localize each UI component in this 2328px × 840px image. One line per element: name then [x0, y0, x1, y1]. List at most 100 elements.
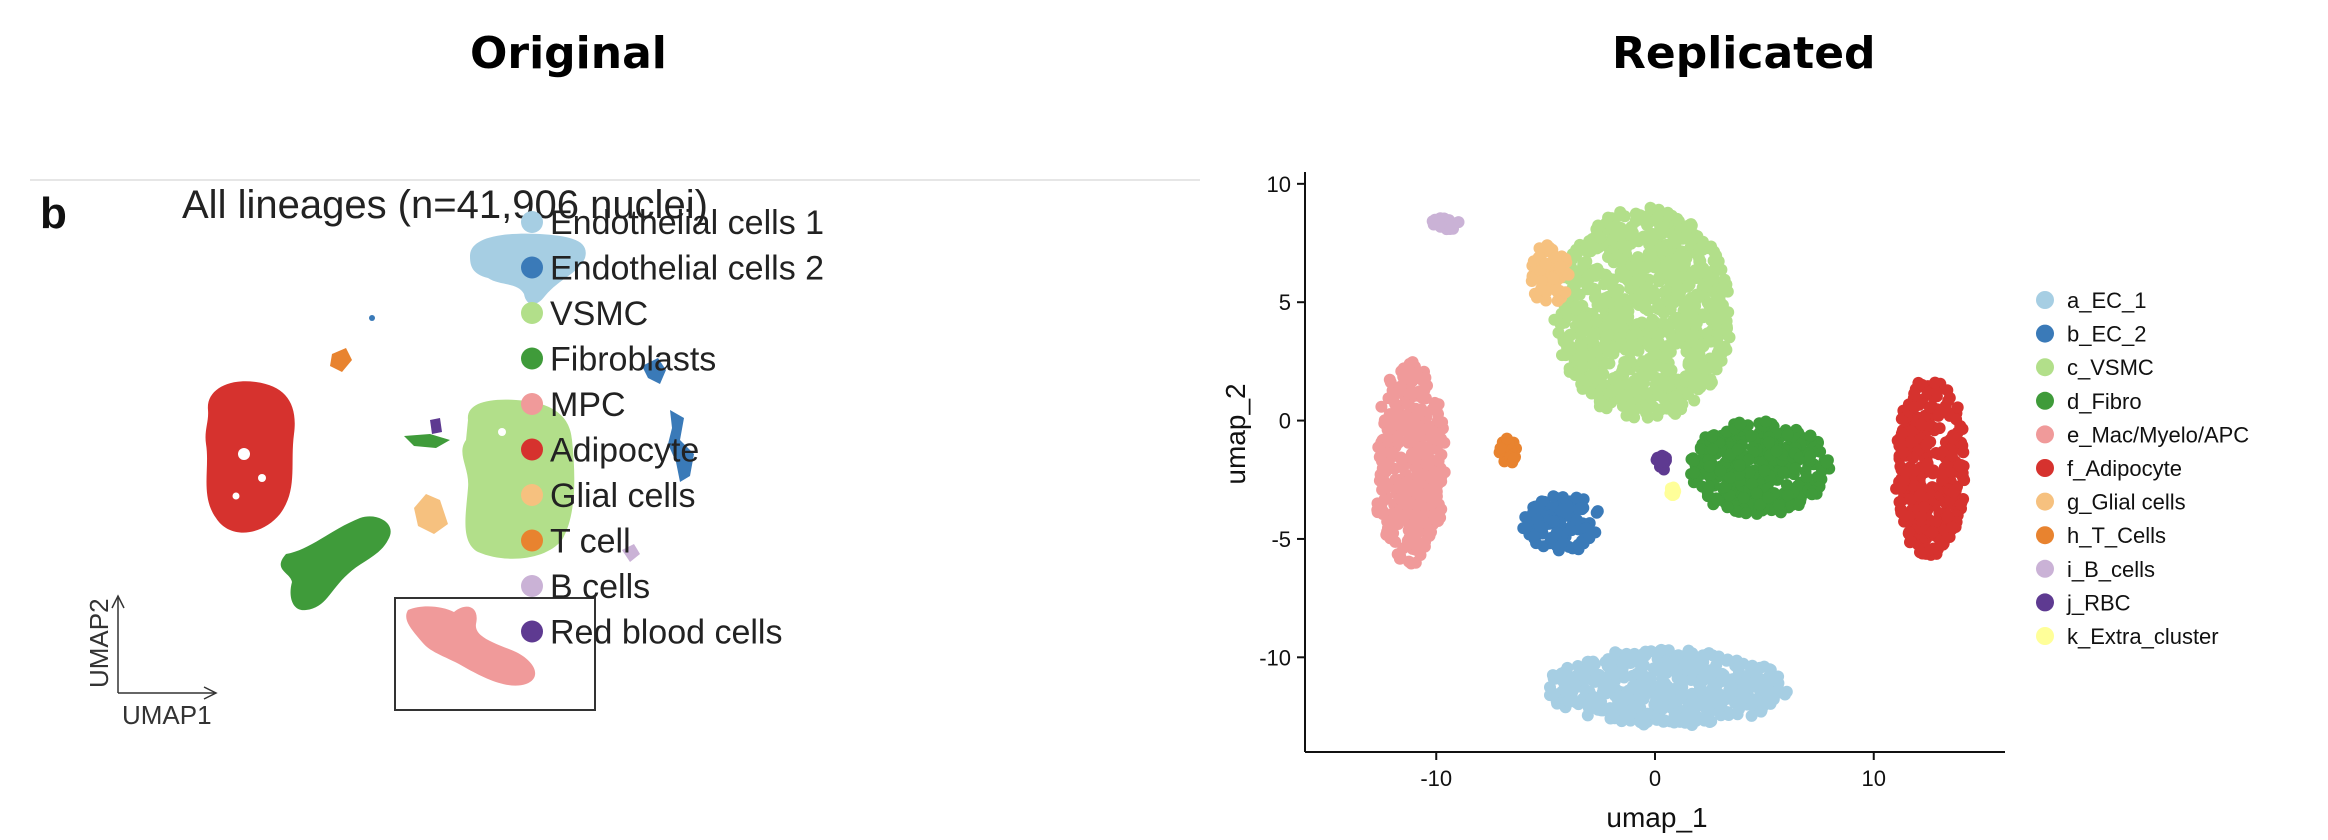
cluster-point: [1631, 656, 1644, 669]
cluster-point: [1941, 511, 1954, 524]
cluster-point: [1733, 459, 1746, 472]
legend-swatch-i-b-cells: [2036, 559, 2054, 578]
cluster-point: [1682, 646, 1695, 659]
cluster-point: [1616, 400, 1629, 412]
cluster-point: [1390, 403, 1403, 415]
cluster-point: [1601, 296, 1614, 308]
cluster-point: [1668, 232, 1681, 245]
cluster-point: [1800, 471, 1813, 483]
cluster-point: [1926, 526, 1939, 539]
cluster-point: [1654, 455, 1667, 468]
cluster-point: [1656, 243, 1669, 256]
cluster-point: [1740, 507, 1752, 520]
cluster-point: [1589, 287, 1602, 300]
x-tick-label: 0: [1649, 766, 1661, 791]
cluster-point: [1403, 531, 1416, 544]
cluster-point: [1640, 406, 1652, 419]
x-tick-label: 10: [1862, 766, 1886, 791]
legend-label-b-cells: B cells: [550, 568, 650, 606]
cluster-point: [1642, 304, 1655, 317]
cluster-point: [1609, 668, 1622, 681]
cluster-point: [1373, 441, 1386, 454]
cluster-point: [1792, 499, 1805, 511]
cluster-point: [1563, 365, 1576, 378]
cluster-point: [1706, 430, 1718, 443]
cluster-point: [1649, 347, 1662, 360]
cluster-point: [1609, 227, 1622, 240]
legend-label-endothelial-cells-2: Endothelial cells 2: [550, 250, 824, 288]
cluster-point: [1406, 420, 1419, 433]
cluster-point: [1631, 699, 1644, 712]
cluster-point: [1924, 543, 1936, 556]
cluster-point: [1675, 403, 1688, 416]
cluster-point: [1685, 674, 1698, 686]
cluster-point: [1731, 443, 1744, 456]
legend-swatch-t-cell: [521, 529, 543, 552]
cluster-point: [1539, 294, 1552, 307]
cluster-point: [1641, 219, 1654, 232]
legend-label-glial-cells: Glial cells: [550, 477, 695, 515]
cluster-point: [1705, 667, 1718, 680]
cluster-point: [1376, 463, 1389, 476]
panel-title: All lineages (n=41,906 nuclei): [182, 183, 708, 227]
cluster-point: [1746, 659, 1759, 672]
cluster-point: [1671, 212, 1684, 225]
cluster-point: [1630, 275, 1643, 288]
replicated-x-axis-label: umap_1: [1606, 802, 1707, 833]
cluster-point: [1547, 272, 1560, 285]
vsmc-hole: [498, 428, 506, 436]
cluster-point: [1556, 535, 1569, 548]
cluster-point: [1696, 308, 1709, 321]
cluster-point: [1639, 649, 1652, 662]
cluster-point: [1946, 521, 1958, 534]
cluster-point: [1630, 292, 1643, 305]
cluster-point: [1681, 280, 1694, 293]
cluster-point: [1681, 299, 1694, 312]
cluster-point: [1945, 449, 1958, 462]
cluster-point: [1793, 451, 1806, 464]
cluster-point: [1613, 690, 1626, 702]
cluster-point: [1905, 425, 1918, 438]
cluster-point: [1427, 215, 1440, 228]
cluster-point: [1635, 681, 1648, 694]
cluster-point: [1400, 498, 1413, 511]
cluster-point: [1562, 502, 1575, 515]
y-tick-label: 10: [1267, 172, 1291, 197]
cluster-point: [1685, 349, 1698, 362]
legend-label-g-glial-cells: g_Glial cells: [2067, 490, 2186, 515]
legend-label-adipocyte: Adipocyte: [550, 432, 699, 470]
cluster-point: [1619, 653, 1631, 665]
cluster-point: [1903, 526, 1916, 539]
inset-mpc-cluster: [406, 606, 536, 686]
cluster-fibroblasts-small: [404, 434, 450, 448]
cluster-point: [1548, 313, 1561, 326]
legend-swatch-j-rbc: [2036, 593, 2054, 612]
cluster-point: [1737, 492, 1750, 504]
cluster-point: [1772, 683, 1785, 696]
cluster-point: [1394, 385, 1407, 397]
cluster-point: [1668, 716, 1681, 729]
cluster-point: [1703, 460, 1716, 473]
cluster-point: [1655, 643, 1668, 656]
legend-label-t-cell: T cell: [550, 523, 631, 561]
cluster-point: [1535, 275, 1548, 288]
cluster-point: [1770, 445, 1783, 458]
cluster-point: [1688, 329, 1701, 342]
cluster-point: [1401, 435, 1414, 448]
cluster-point: [1688, 466, 1701, 479]
cluster-point: [1661, 402, 1674, 415]
cluster-point: [1420, 449, 1433, 462]
cluster-point: [1712, 650, 1725, 663]
cluster-point: [1589, 672, 1602, 685]
cluster-point: [1694, 695, 1707, 708]
legend-label-h-t-cells: h_T_Cells: [2067, 523, 2166, 548]
cluster-point: [1500, 432, 1513, 445]
cluster-point: [1655, 713, 1668, 725]
cluster-point: [1597, 685, 1609, 698]
cluster-point: [1434, 474, 1447, 487]
cluster-point: [1637, 230, 1650, 243]
cluster-point: [1570, 301, 1583, 314]
cluster-point: [1445, 222, 1458, 235]
cluster-point: [1568, 280, 1581, 293]
cluster-point: [1804, 429, 1817, 442]
